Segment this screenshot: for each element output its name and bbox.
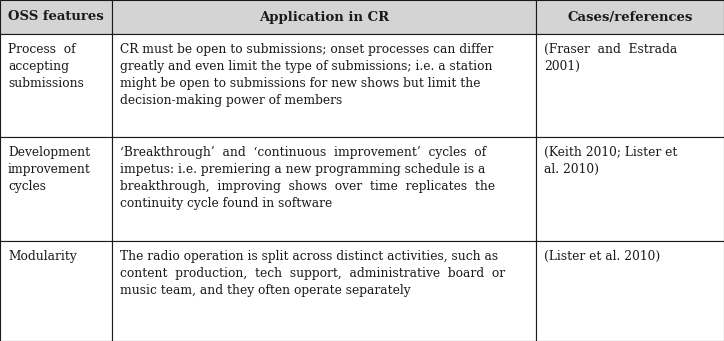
Text: Cases/references: Cases/references [567, 11, 693, 24]
Text: CR must be open to submissions; onset processes can differ
greatly and even limi: CR must be open to submissions; onset pr… [120, 43, 494, 107]
Text: (Keith 2010; Lister et
al. 2010): (Keith 2010; Lister et al. 2010) [544, 146, 677, 176]
Bar [0, 137, 112, 241]
Text: Development
improvement
cycles: Development improvement cycles [8, 146, 91, 193]
Bar [0, 0, 112, 34]
Text: (Lister et al. 2010): (Lister et al. 2010) [544, 250, 660, 263]
Text: ‘Breakthrough’  and  ‘continuous  improvement’  cycles  of
impetus: i.e. premier: ‘Breakthrough’ and ‘continuous improveme… [120, 146, 495, 210]
Text: (Fraser  and  Estrada
2001): (Fraser and Estrada 2001) [544, 43, 677, 73]
Bar [0, 34, 112, 137]
Bar [536, 137, 724, 241]
Bar [536, 0, 724, 34]
Bar [112, 34, 536, 137]
Bar [536, 34, 724, 137]
Text: Application in CR: Application in CR [259, 11, 389, 24]
Text: The radio operation is split across distinct activities, such as
content  produc: The radio operation is split across dist… [120, 250, 505, 297]
Text: OSS features: OSS features [8, 11, 104, 24]
Bar [0, 241, 112, 341]
Bar [112, 137, 536, 241]
Bar [112, 241, 536, 341]
Bar [536, 241, 724, 341]
Text: Modularity: Modularity [8, 250, 77, 263]
Text: Process  of
accepting
submissions: Process of accepting submissions [8, 43, 84, 90]
Bar [112, 0, 536, 34]
